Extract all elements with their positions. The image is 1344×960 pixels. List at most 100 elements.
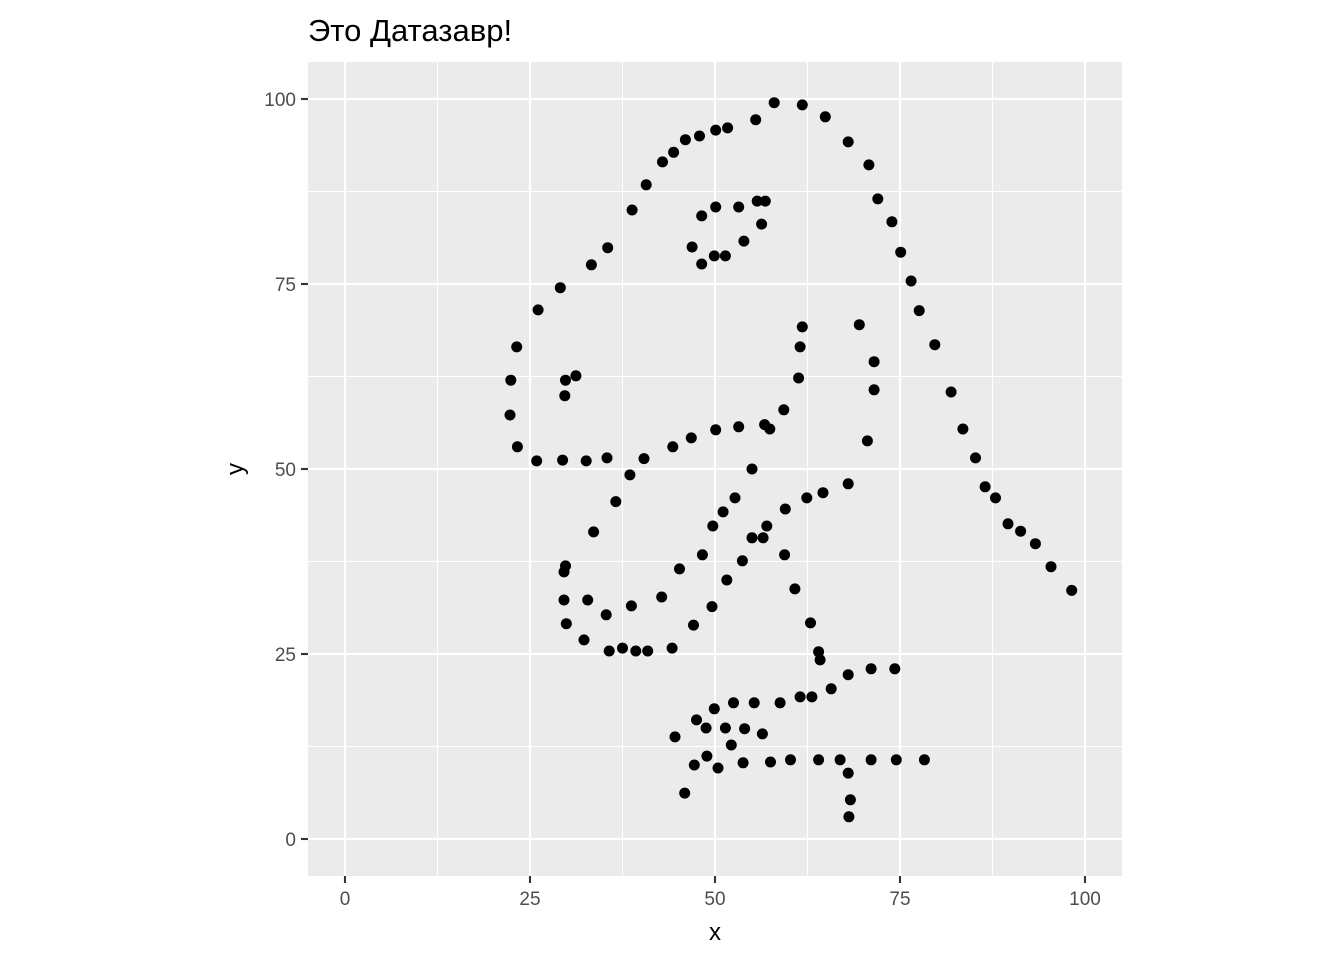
data-point	[957, 423, 969, 435]
data-point	[601, 452, 613, 464]
data-point	[626, 204, 638, 216]
data-point	[739, 723, 751, 735]
data-point	[707, 520, 719, 532]
data-point	[1045, 561, 1057, 573]
data-point	[585, 259, 597, 271]
data-point	[990, 492, 1001, 504]
data-point	[751, 195, 763, 207]
data-point	[842, 478, 854, 490]
data-point	[868, 356, 880, 368]
data-point	[505, 374, 517, 386]
data-point	[918, 754, 930, 766]
data-point	[834, 754, 846, 766]
data-point	[656, 591, 668, 603]
data-point	[1066, 584, 1078, 596]
data-point	[588, 526, 600, 538]
data-point	[719, 722, 731, 734]
x-tick-label: 50	[704, 889, 725, 910]
data-point	[630, 645, 642, 657]
data-point	[819, 111, 831, 123]
data-points	[504, 97, 1078, 823]
data-point	[696, 258, 708, 270]
data-point	[700, 722, 712, 734]
y-axis: 0 25 50 75 100	[264, 90, 308, 851]
data-point	[842, 136, 854, 148]
data-point	[638, 453, 650, 465]
data-point	[610, 496, 622, 508]
data-point	[560, 618, 572, 630]
data-point	[793, 372, 805, 384]
data-point	[696, 210, 708, 222]
y-axis-title: y	[222, 463, 249, 475]
data-point	[531, 455, 543, 467]
data-point	[666, 642, 678, 654]
data-point	[1029, 538, 1041, 550]
data-point	[756, 218, 768, 230]
data-point	[691, 714, 702, 726]
data-point	[557, 454, 569, 466]
data-point	[890, 754, 902, 766]
data-point	[617, 642, 628, 654]
data-point	[560, 560, 571, 572]
data-point	[642, 645, 654, 657]
data-point	[560, 374, 571, 386]
x-tick-label: 100	[1069, 889, 1101, 910]
x-tick-label: 25	[519, 889, 540, 910]
data-point	[756, 728, 768, 740]
data-point	[728, 697, 739, 709]
data-point	[733, 201, 745, 213]
data-point	[600, 609, 612, 621]
y-tick-label: 50	[275, 460, 296, 481]
y-tick-label: 100	[264, 90, 296, 111]
data-point	[729, 492, 741, 504]
data-point	[667, 441, 679, 453]
data-point	[554, 282, 566, 294]
data-point	[733, 421, 745, 433]
data-point	[657, 156, 668, 168]
data-point	[694, 130, 705, 142]
data-point	[895, 246, 907, 258]
data-point	[913, 305, 925, 317]
data-point	[805, 617, 816, 629]
data-point	[842, 767, 854, 779]
data-point	[813, 754, 825, 766]
data-point	[865, 663, 877, 675]
data-point	[886, 216, 898, 228]
data-point	[757, 532, 769, 544]
x-tick-label: 75	[889, 889, 910, 910]
chart-title: Это Датазавр!	[308, 13, 512, 48]
data-point	[1015, 525, 1027, 537]
data-point	[725, 739, 737, 751]
x-axis-title: x	[709, 919, 721, 946]
data-point	[712, 762, 724, 774]
data-point	[511, 341, 523, 353]
data-point	[559, 390, 571, 402]
data-point	[765, 756, 776, 768]
data-point	[843, 811, 855, 823]
data-point	[719, 250, 731, 262]
data-point	[863, 159, 875, 171]
data-point	[746, 463, 758, 475]
data-point	[625, 600, 637, 612]
data-point	[679, 134, 691, 146]
data-point	[806, 691, 818, 703]
data-point	[789, 583, 801, 595]
data-point	[710, 424, 722, 436]
data-point	[701, 750, 713, 762]
data-point	[794, 341, 806, 353]
data-point	[970, 452, 981, 464]
y-tick-label: 0	[285, 830, 296, 851]
data-point	[759, 195, 771, 207]
data-point	[929, 339, 941, 351]
data-point	[721, 574, 733, 586]
data-point	[722, 122, 734, 134]
data-point	[686, 241, 698, 253]
data-point	[794, 691, 806, 703]
data-point	[814, 654, 826, 666]
data-point	[750, 114, 762, 126]
data-point	[504, 409, 516, 421]
data-point	[679, 787, 691, 799]
data-point	[746, 532, 758, 544]
data-point	[696, 549, 708, 561]
data-point	[817, 487, 829, 499]
